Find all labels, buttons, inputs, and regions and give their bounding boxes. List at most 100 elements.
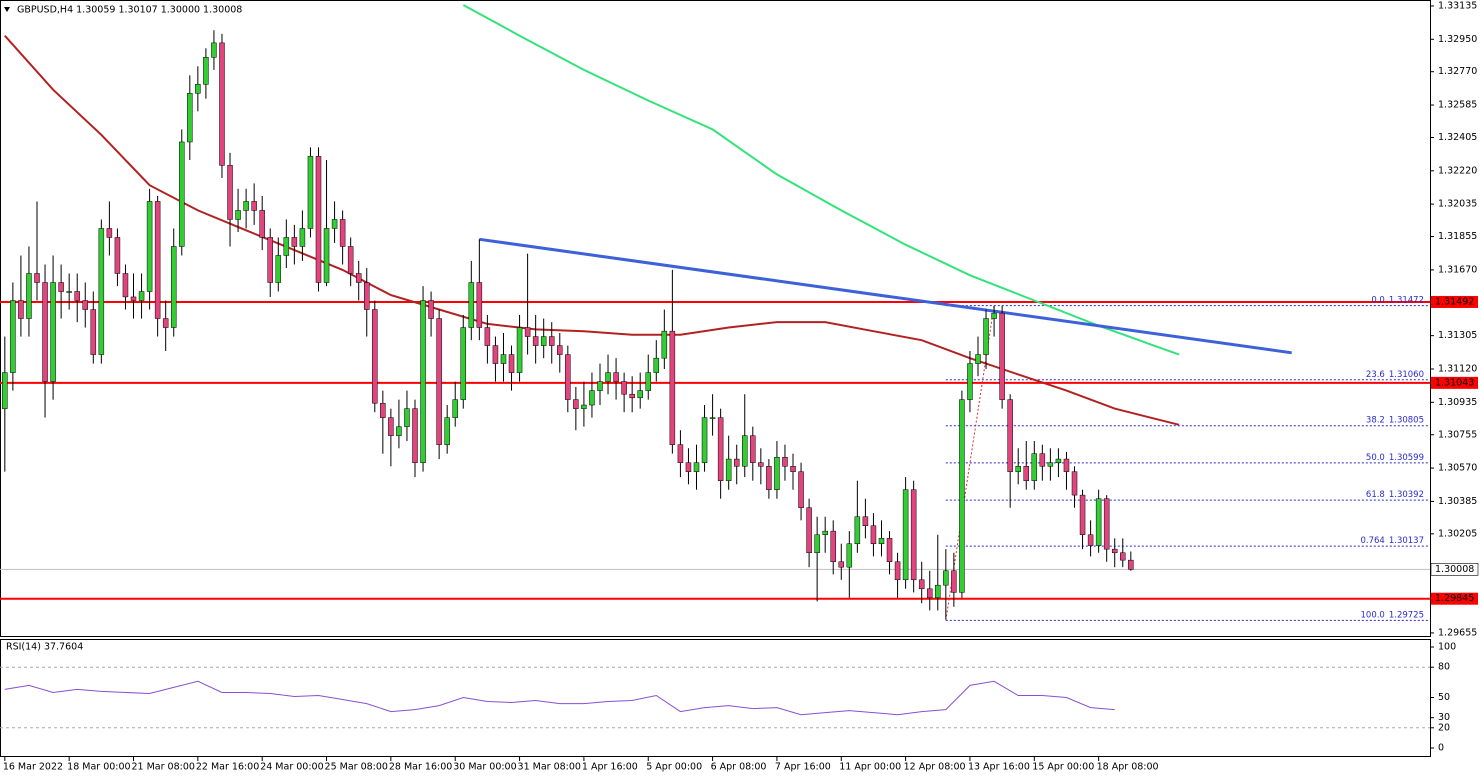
fib-price: 1.29725 — [1389, 610, 1424, 620]
candle-body — [106, 228, 113, 238]
candle-body — [951, 570, 957, 593]
candle-body — [645, 372, 651, 391]
candle-body — [1031, 453, 1038, 481]
candle-body — [179, 141, 185, 247]
candle-body — [122, 273, 129, 298]
candle-body — [709, 417, 716, 419]
candle-body — [758, 462, 764, 467]
candle-body — [412, 408, 418, 463]
candle-body — [114, 237, 121, 274]
candle-body — [983, 318, 989, 355]
fib-label: 61.8 1.30392 — [1366, 490, 1424, 500]
candle-body — [227, 165, 233, 220]
y-tick-label: 1.30385 — [1438, 496, 1477, 507]
current-price-label: 1.30008 — [1435, 564, 1474, 575]
candle-body — [524, 327, 531, 337]
y-tick-label: 1.30570 — [1438, 463, 1477, 474]
x-tick-label: 25 Mar 08:00 — [325, 762, 388, 773]
candle-body — [315, 156, 322, 283]
candle-body — [50, 282, 56, 382]
candle-body — [661, 330, 668, 359]
fib-price: 1.31060 — [1389, 369, 1424, 379]
candle-body — [926, 588, 933, 599]
candle-body — [468, 282, 475, 328]
candle-body — [66, 291, 72, 293]
x-tick-label: 12 Apr 08:00 — [904, 762, 966, 773]
x-tick-label: 16 Mar 2022 — [3, 762, 63, 773]
candle-body — [203, 57, 209, 85]
candle-body — [814, 534, 820, 554]
candle-body — [331, 219, 338, 229]
price-box-label: 1.29845 — [1435, 593, 1474, 604]
candle-body — [717, 417, 724, 481]
candle-body — [750, 435, 756, 463]
fib-level: 23.6 — [1366, 369, 1385, 379]
candle-body — [444, 417, 450, 445]
candle-body — [380, 402, 386, 418]
candle-body — [894, 561, 901, 581]
candle-body — [1015, 466, 1021, 472]
candle-body — [355, 273, 362, 283]
candle-body — [798, 471, 804, 508]
fib-level: 0.764 — [1361, 536, 1385, 546]
candle-body — [693, 462, 700, 472]
candle-body — [910, 489, 917, 581]
candle-body — [26, 273, 32, 319]
fib-label: 100.0 1.29725 — [1361, 610, 1425, 620]
candle-body — [484, 327, 491, 346]
y-tick-label: 1.32770 — [1438, 66, 1477, 77]
candle-body — [307, 156, 314, 229]
y-tick-label: 1.30755 — [1438, 429, 1477, 440]
candle-body — [653, 357, 660, 373]
fib-price: 1.30599 — [1389, 452, 1424, 462]
candle-body — [90, 309, 97, 355]
candle-body — [918, 579, 925, 590]
rsi-y-tick-label: 30 — [1438, 712, 1450, 723]
fib-price: 1.30137 — [1389, 536, 1424, 546]
candle-body — [967, 363, 973, 400]
candle-body — [187, 93, 193, 143]
price-box-label: 1.31492 — [1435, 296, 1474, 307]
candle-body — [170, 246, 177, 328]
rsi-y-tick-label: 80 — [1438, 662, 1450, 673]
candle-body — [267, 237, 273, 283]
fib-label: 50.0 1.30599 — [1366, 452, 1424, 462]
x-tick-label: 6 Apr 08:00 — [711, 762, 767, 773]
x-tick-label: 28 Mar 16:00 — [389, 762, 452, 773]
candle-body — [902, 489, 909, 581]
price-box — [1431, 295, 1478, 308]
price-box-label: 1.31043 — [1435, 377, 1474, 388]
candle-body — [589, 390, 595, 406]
rsi-y-tick-label: 50 — [1438, 692, 1450, 703]
candle-body — [154, 201, 161, 319]
candle-body — [621, 381, 627, 395]
candle-body — [629, 393, 635, 399]
y-tick-label: 1.32035 — [1438, 199, 1477, 210]
candle-body — [1023, 466, 1030, 481]
candle-body — [211, 42, 217, 58]
candle-body — [259, 210, 265, 238]
candle-body — [138, 291, 145, 301]
candle-body — [1063, 458, 1070, 472]
rsi-y-tick-label: 100 — [1438, 642, 1456, 653]
candle-body — [243, 201, 249, 211]
fib-level: 61.8 — [1366, 490, 1385, 500]
y-tick-label: 1.30935 — [1438, 397, 1477, 408]
candle-body — [34, 273, 40, 283]
candle-body — [999, 312, 1005, 400]
candle-body — [1047, 462, 1054, 467]
x-tick-label: 30 Mar 00:00 — [453, 762, 516, 773]
candle-body — [725, 458, 732, 481]
candle-body — [1039, 453, 1046, 467]
candle-body — [1087, 534, 1094, 546]
candle-body — [782, 457, 788, 467]
candle-body — [404, 408, 410, 427]
candle-body — [878, 538, 885, 545]
overlay-line — [462, 4, 1180, 356]
fib-level: 0.0 — [1371, 295, 1385, 305]
candle-body — [540, 336, 547, 346]
y-tick-label: 1.31120 — [1438, 363, 1477, 374]
candle-body — [605, 372, 611, 382]
candle-body — [1007, 399, 1013, 472]
